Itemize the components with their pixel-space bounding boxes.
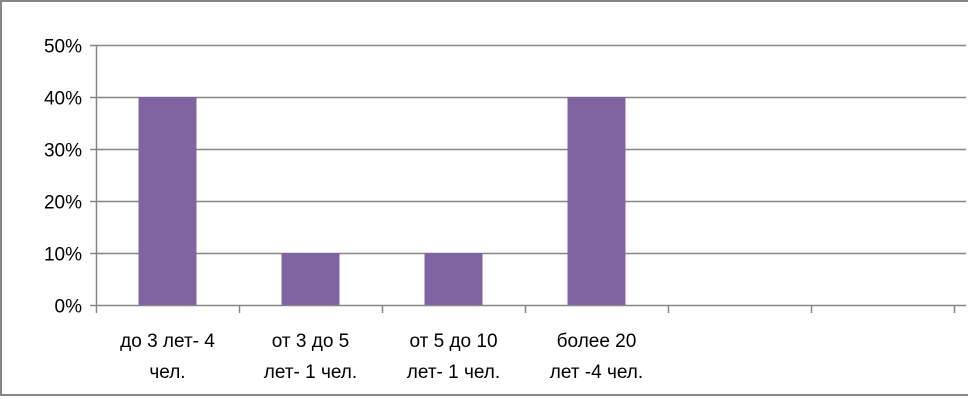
- axes: [90, 44, 966, 313]
- x-tick-label: лет -4 чел.: [550, 362, 643, 383]
- y-tick-label: 20%: [44, 193, 82, 214]
- bars: [138, 97, 626, 305]
- bar: [567, 97, 626, 305]
- x-tick-label: от 3 до 5: [272, 331, 349, 352]
- x-tick-label: до 3 лет- 4: [120, 331, 215, 352]
- y-tick-label: 50%: [44, 37, 82, 58]
- x-tick-label: чел.: [149, 362, 185, 383]
- gridlines: [96, 44, 966, 255]
- y-tick-label: 30%: [44, 141, 82, 162]
- bar: [138, 97, 197, 305]
- y-tick-label: 40%: [44, 89, 82, 110]
- bar: [424, 253, 483, 305]
- x-tick-label: более 20: [557, 331, 637, 352]
- y-tick-label: 0%: [55, 297, 83, 318]
- tick-labels: 0% 10% 20% 30% 40% 50% до 3 лет- 4 чел. от 3 до …: [44, 37, 643, 384]
- bar: [281, 253, 340, 305]
- y-tick-label: 10%: [44, 245, 82, 266]
- x-tick-label: лет- 1 чел.: [407, 362, 500, 383]
- x-tick-label: от 5 до 10: [409, 331, 497, 352]
- x-tick-label: лет- 1 чел.: [264, 362, 357, 383]
